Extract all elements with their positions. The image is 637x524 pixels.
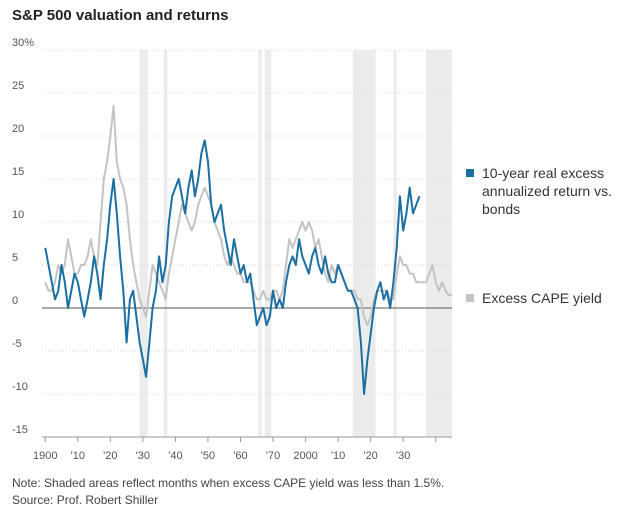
x-tick-label: '70 [266, 450, 280, 462]
y-tick-label: -15 [12, 424, 28, 436]
x-tick-label: '60 [233, 450, 247, 462]
legend-item-cape: Excess CAPE yield [466, 289, 632, 307]
shaded-period-0 [139, 50, 148, 437]
y-tick-label: 25 [12, 80, 24, 92]
shaded-period-5 [365, 50, 376, 437]
series-line-returns [44, 139, 421, 395]
legend-swatch-returns [466, 169, 474, 177]
x-tick-label: 2000 [293, 450, 317, 462]
x-tick-label: '20 [103, 450, 117, 462]
shaded-period-4 [352, 50, 366, 437]
shaded-periods [139, 50, 452, 437]
series-lines [44, 104, 452, 395]
x-tick-label: '10 [71, 450, 85, 462]
legend-label-returns: 10-year real excess annualized return vs… [482, 165, 612, 217]
y-tick-label: -5 [12, 338, 22, 350]
y-tick-label: 20 [12, 123, 24, 135]
y-gridlines [42, 49, 452, 438]
x-tick-label: '50 [201, 450, 215, 462]
series-line-cape [44, 104, 452, 327]
y-tick-label: 15 [12, 166, 24, 178]
y-tick-label: 0 [12, 295, 18, 307]
footnote: Note: Shaded areas reflect months when e… [12, 476, 445, 490]
shaded-period-3 [264, 50, 272, 437]
x-axis-ticks: 1900 '10 '20 '30 '40 '50 '60 '70 2000 '10 '20 '30 [33, 437, 437, 462]
shaded-period-1 [164, 50, 168, 437]
source: Source: Prof. Robert Shiller [12, 493, 159, 507]
y-tick-label: 30% [12, 37, 34, 49]
x-tick-label: 1900 [33, 450, 57, 462]
y-tick-label: 5 [12, 252, 18, 264]
shaded-period-2 [258, 50, 262, 437]
x-tick-label: '10 [331, 450, 345, 462]
legend-label-cape: Excess CAPE yield [482, 290, 602, 306]
legend-item-returns: 10-year real excess annualized return vs… [466, 164, 632, 218]
y-tick-label: 10 [12, 209, 24, 221]
y-axis-labels: -15 -10 -5 0 5 10 15 20 25 30% [12, 37, 34, 436]
x-tick-label: '20 [363, 450, 377, 462]
shaded-period-7 [425, 50, 452, 437]
x-tick-label: '30 [396, 450, 410, 462]
x-tick-label: '40 [168, 450, 182, 462]
x-tick-label: '30 [136, 450, 150, 462]
shaded-period-6 [393, 50, 397, 437]
y-tick-label: -10 [12, 381, 28, 393]
legend-swatch-cape [466, 294, 474, 302]
chart-title: S&P 500 valuation and returns [12, 7, 229, 24]
